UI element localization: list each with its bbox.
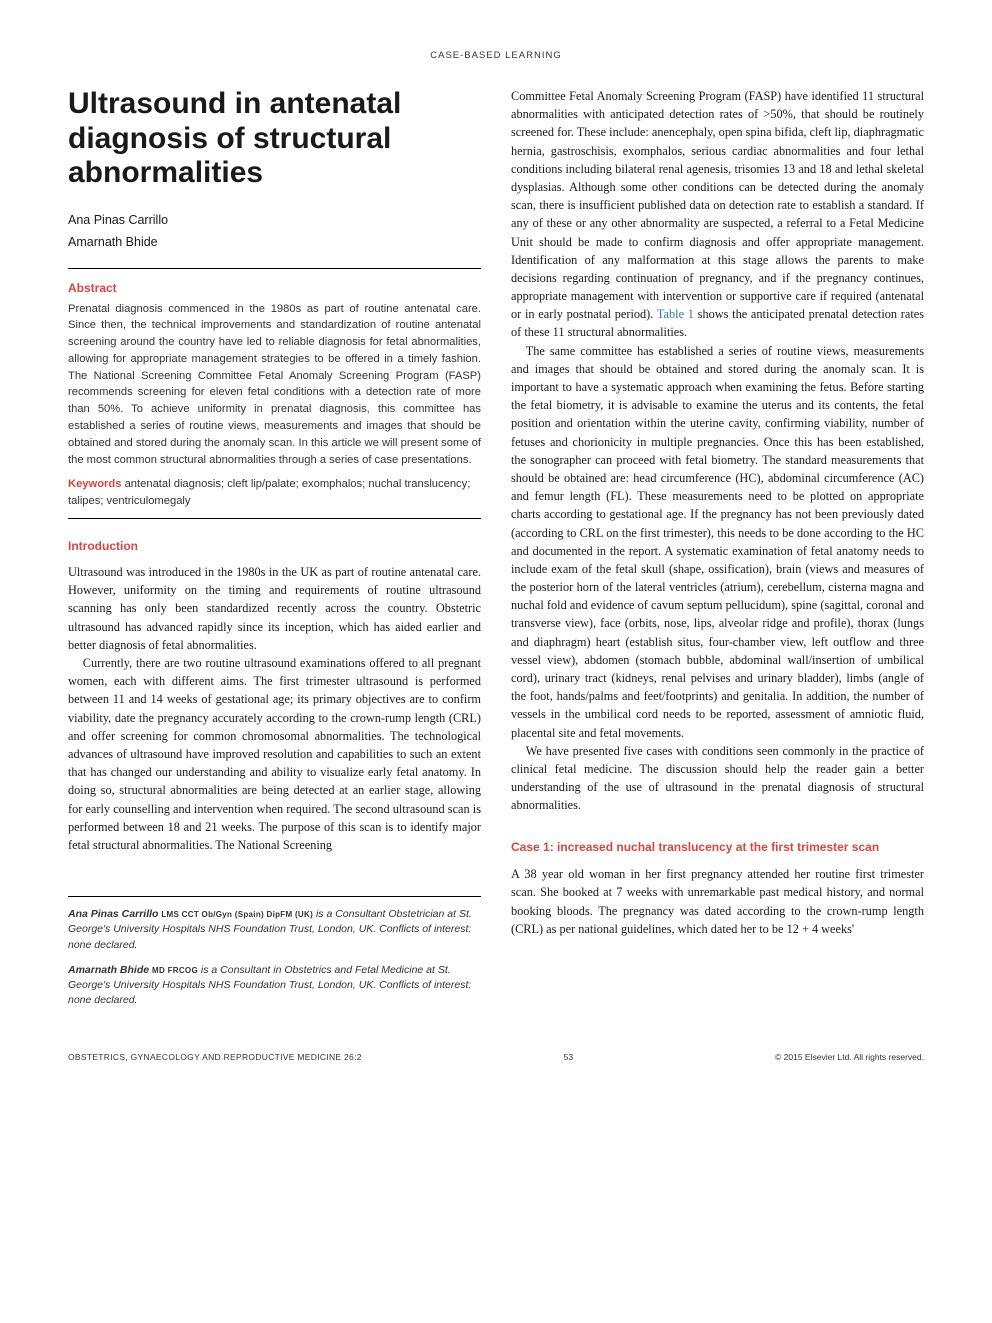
footer-copyright: © 2015 Elsevier Ltd. All rights reserved…: [775, 1052, 924, 1062]
abstract-heading: Abstract: [68, 281, 481, 295]
bio-degrees: MD FRCOG: [152, 966, 198, 975]
introduction-body: Ultrasound was introduced in the 1980s i…: [68, 563, 481, 854]
author-bio: Amarnath Bhide MD FRCOG is a Consultant …: [68, 963, 481, 1009]
keywords-label: Keywords: [68, 478, 121, 490]
bio-degrees: LMS CCT Ob/Gyn (Spain) DipFM (UK): [161, 910, 313, 919]
author-bio: Ana Pinas Carrillo LMS CCT Ob/Gyn (Spain…: [68, 907, 481, 953]
bio-name: Amarnath Bhide: [68, 964, 149, 976]
paragraph: Ultrasound was introduced in the 1980s i…: [68, 563, 481, 654]
article-title: Ultrasound in antenatal diagnosis of str…: [68, 87, 481, 191]
paragraph: A 38 year old woman in her first pregnan…: [511, 865, 924, 938]
page-footer: OBSTETRICS, GYNAECOLOGY AND REPRODUCTIVE…: [68, 1052, 924, 1062]
case-heading: Case 1: increased nuchal translucency at…: [511, 839, 924, 856]
two-column-layout: Ultrasound in antenatal diagnosis of str…: [68, 87, 924, 1018]
author-bios: Ana Pinas Carrillo LMS CCT Ob/Gyn (Spain…: [68, 896, 481, 1008]
divider: [68, 518, 481, 519]
table-link[interactable]: Table 1: [657, 307, 694, 321]
divider: [68, 268, 481, 269]
paragraph: We have presented five cases with condit…: [511, 742, 924, 815]
paragraph: The same committee has established a ser…: [511, 342, 924, 742]
right-column: Committee Fetal Anomaly Screening Progra…: [511, 87, 924, 1018]
abstract-text: Prenatal diagnosis commenced in the 1980…: [68, 301, 481, 469]
author-list: Ana Pinas Carrillo Amarnath Bhide: [68, 209, 481, 254]
left-column: Ultrasound in antenatal diagnosis of str…: [68, 87, 481, 1018]
introduction-heading: Introduction: [68, 539, 481, 553]
case-body: A 38 year old woman in her first pregnan…: [511, 865, 924, 938]
author-name: Amarnath Bhide: [68, 231, 481, 254]
paragraph: Committee Fetal Anomaly Screening Progra…: [511, 87, 924, 342]
running-header: CASE-BASED LEARNING: [68, 50, 924, 61]
body-continuation: Committee Fetal Anomaly Screening Progra…: [511, 87, 924, 815]
bio-name: Ana Pinas Carrillo: [68, 908, 158, 920]
paragraph: Currently, there are two routine ultraso…: [68, 654, 481, 854]
divider: [68, 896, 481, 897]
footer-journal: OBSTETRICS, GYNAECOLOGY AND REPRODUCTIVE…: [68, 1052, 362, 1062]
keywords-text: antenatal diagnosis; cleft lip/palate; e…: [68, 478, 470, 507]
author-name: Ana Pinas Carrillo: [68, 209, 481, 232]
footer-page-number: 53: [564, 1052, 573, 1062]
paragraph-part: Committee Fetal Anomaly Screening Progra…: [511, 89, 924, 321]
keywords-line: Keywords antenatal diagnosis; cleft lip/…: [68, 476, 481, 510]
